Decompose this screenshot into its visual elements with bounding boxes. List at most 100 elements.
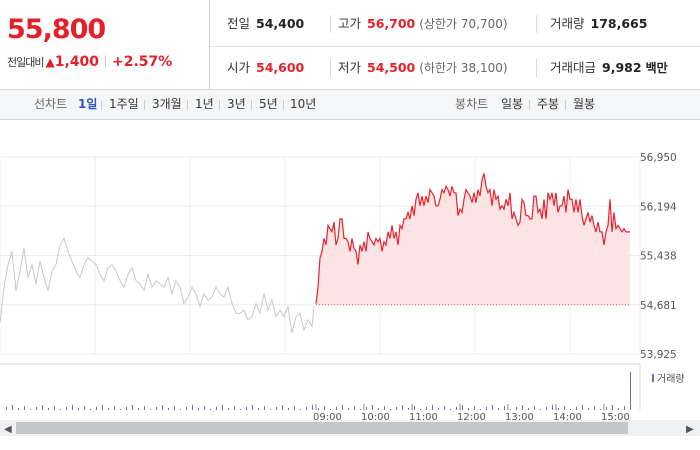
- toolbar-divider: [144, 100, 145, 110]
- period-3m[interactable]: 3개월: [152, 97, 182, 111]
- volume-bar: [264, 406, 265, 410]
- volume-bar: [6, 407, 7, 410]
- volume-bar: [498, 408, 499, 410]
- period-5y[interactable]: 5년: [259, 97, 278, 111]
- volume-bar: [576, 407, 577, 410]
- volume-bar: [198, 408, 199, 410]
- volume-bar: [120, 409, 121, 410]
- volume-bar: [396, 407, 397, 410]
- change-rate: +2.57%: [112, 54, 173, 70]
- stat-label: 전일: [227, 16, 251, 31]
- volume-bar: [180, 409, 181, 410]
- volume-bar: [378, 408, 379, 410]
- volume-bar: [150, 409, 151, 410]
- stat-high: 고가 56,700 (상한가 70,700): [338, 2, 508, 46]
- period-3y[interactable]: 3년: [227, 97, 246, 111]
- volume-bar: [474, 406, 475, 410]
- stock-summary: 55,800 전일대비 ▲1,400 +2.57% 전일 54,400 고가 56,70…: [0, 0, 700, 90]
- line-chart-label: 선차트: [34, 97, 68, 111]
- stat-prev-close: 전일 54,400: [227, 2, 304, 46]
- x-tick-label: 12:00: [457, 412, 486, 423]
- x-axis-labels: 09:00 10:00 11:00 12:00 13:00 14:00 15:00: [313, 404, 630, 423]
- stat-label: 거래량: [550, 16, 585, 31]
- volume-bar: [66, 407, 67, 410]
- volume-bar: [600, 409, 601, 410]
- volume-bars: [6, 372, 631, 410]
- y-tick-label: 55,438: [640, 251, 677, 263]
- volume-bar: [360, 409, 361, 410]
- stat-label: 고가: [338, 16, 362, 31]
- change-amount: 1,400: [54, 54, 100, 70]
- volume-bar: [486, 407, 487, 410]
- volume-bar: [144, 406, 145, 410]
- x-tick-label: 09:00: [313, 412, 342, 423]
- volume-bar: [156, 407, 157, 410]
- volume-bar: [588, 408, 589, 410]
- volume-bar: [12, 405, 13, 410]
- volume-bar: [90, 409, 91, 410]
- volume-bar: [630, 372, 631, 410]
- volume-bar: [384, 406, 385, 410]
- volume-bar: [492, 405, 493, 410]
- stat-sub: (하한가 38,100): [419, 61, 508, 75]
- candle-daily[interactable]: 일봉: [501, 97, 524, 111]
- stat-label: 저가: [338, 60, 362, 75]
- volume-bar: [462, 405, 463, 410]
- y-tick-label: 54,681: [640, 300, 677, 312]
- volume-bar: [480, 409, 481, 410]
- volume-bar: [408, 408, 409, 410]
- volume-bar: [390, 409, 391, 410]
- volume-bar: [570, 409, 571, 410]
- period-1y[interactable]: 1년: [195, 97, 214, 111]
- volume-bar: [168, 408, 169, 410]
- volume-bar: [294, 406, 295, 410]
- period-1w[interactable]: 1주일: [109, 97, 139, 111]
- stat-value: 54,400: [256, 16, 305, 31]
- stat-divider: [536, 15, 537, 33]
- volume-bar: [354, 406, 355, 410]
- scrollbar-thumb[interactable]: [16, 422, 628, 434]
- volume-bar: [540, 409, 541, 410]
- volume-bar: [246, 407, 247, 410]
- toolbar-divider: [529, 100, 530, 110]
- volume-bar: [252, 405, 253, 410]
- candle-weekly[interactable]: 주봉: [537, 97, 560, 111]
- volume-bar: [270, 409, 271, 410]
- x-tick-label: 10:00: [361, 412, 390, 423]
- volume-bar: [48, 408, 49, 410]
- volume-bar: [582, 405, 583, 410]
- current-price: 55,800: [7, 14, 106, 45]
- volume-bar: [318, 408, 319, 410]
- volume-bar: [78, 408, 79, 410]
- volume-bar: [624, 406, 625, 410]
- toolbar-divider: [251, 100, 252, 110]
- price-chart: 56,950 56,194 55,438 54,681 53,925 거래량 09:00…: [0, 152, 700, 436]
- previous-day-line: [0, 237, 315, 333]
- x-tick-label: 13:00: [505, 412, 534, 423]
- volume-bar: [426, 407, 427, 410]
- volume-bar: [132, 405, 133, 410]
- y-tick-label: 53,925: [640, 349, 677, 361]
- volume-bar: [108, 408, 109, 410]
- volume-bar: [18, 408, 19, 410]
- stat-label: 시가: [227, 60, 251, 75]
- volume-bar: [72, 405, 73, 410]
- volume-bar: [594, 406, 595, 410]
- toolbar-divider: [187, 100, 188, 110]
- scroll-right-arrow-icon[interactable]: ▶: [686, 424, 694, 435]
- x-tick-label: 15:00: [601, 412, 630, 423]
- scroll-left-arrow-icon[interactable]: ◀: [4, 424, 12, 435]
- period-10y[interactable]: 10년: [290, 97, 317, 111]
- volume-bar: [420, 409, 421, 410]
- volume-panel: 거래량: [0, 363, 685, 410]
- y-tick-label: 56,194: [640, 201, 677, 213]
- volume-bar: [366, 407, 367, 410]
- volume-bar: [510, 409, 511, 410]
- candle-chart-label: 봉차트: [455, 97, 489, 111]
- candle-monthly[interactable]: 월봉: [573, 97, 596, 111]
- volume-bar: [138, 408, 139, 410]
- stat-trade-value: 거래대금 9,982 백만: [550, 46, 668, 90]
- change-label: 전일대비: [7, 56, 44, 69]
- volume-bar: [102, 405, 103, 410]
- period-1d[interactable]: 1일: [78, 97, 98, 111]
